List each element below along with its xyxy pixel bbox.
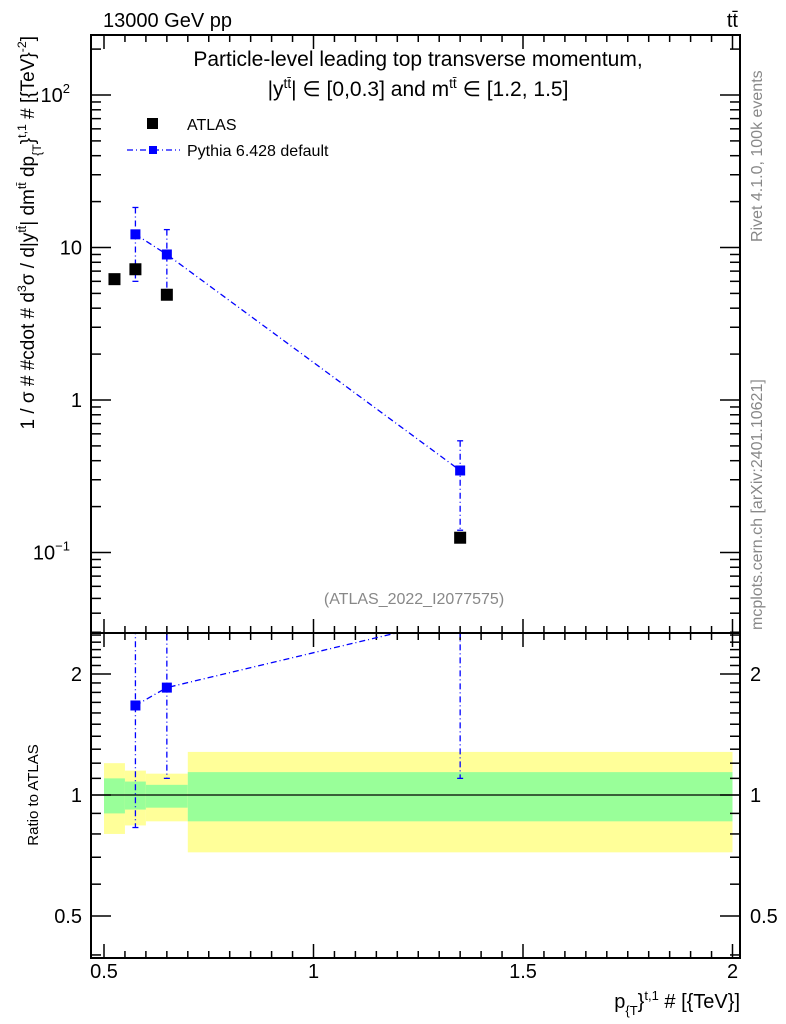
y-tick-label: 10 (60, 238, 82, 260)
pythia-point (130, 229, 141, 240)
y-tick-label: 10−1 (33, 539, 70, 565)
label-sup: t,1 (644, 988, 658, 1003)
pythia-line (135, 233, 461, 472)
x-axis-label: p{T​}t,1​ # [{TeV}] (614, 988, 740, 1018)
label-part: # [{TeV}] (659, 991, 740, 1013)
y-axis-label: 1 / σ # #cdot # d3​σ / d|ytt̄​| dmtt̄​ d… (15, 36, 44, 430)
y-tick-label: 102 (41, 81, 70, 107)
watermark: (ATLAS_2022_I2077575) (324, 591, 504, 608)
label-part: } (638, 991, 645, 1013)
label-sup: tt̄ (284, 76, 292, 91)
legend-pythia-label: Pythia 6.428 default (187, 143, 329, 160)
atlas-point (454, 531, 467, 544)
ratio-y-tick-label: 2 (71, 664, 82, 686)
ratio-y-axis-label: Ratio to ATLAS (25, 744, 42, 845)
ratio-y-tick-label: 1 (71, 785, 82, 807)
label-part: } (18, 138, 39, 144)
main-panel-data (108, 206, 467, 544)
label-sub: {T (625, 1003, 637, 1018)
label-part: 1 / σ # #cdot # d (18, 292, 39, 429)
rivet-label: Rivet 4.1.0, 100k events (749, 70, 766, 242)
plot-title-line-2: |ytt̄​| ∈ [0,0.3] and mtt̄​ ∈ [1.2, 1.5] (268, 76, 569, 101)
label-part: σ / d|y (18, 232, 39, 285)
label-part: |y (268, 78, 284, 101)
pythia-ratio-line (135, 633, 400, 707)
pythia-ratio-point (161, 682, 172, 693)
label-sup: tt̄ (449, 76, 457, 91)
label-part: | ∈ [0,0.3] and m (291, 78, 449, 101)
band-inner (187, 772, 733, 822)
legend-atlas-label: ATLAS (187, 117, 237, 134)
band-inner (104, 778, 125, 814)
y-tick-exponent: 2 (63, 81, 70, 96)
legend-atlas-marker (147, 118, 158, 129)
ratio-frame (90, 632, 741, 959)
pythia-ratio-point (455, 613, 465, 623)
ratio-y-tick-label: 0.5 (54, 906, 82, 928)
header-left: 13000 GeV pp (103, 10, 232, 32)
pythia-point (455, 465, 466, 476)
mcplots-label: mcplots.cern.ch [arXiv:2401.10621] (749, 379, 766, 630)
x-tick-label: 2 (727, 961, 738, 983)
label-part: | dm (18, 189, 39, 226)
label-part: ∈ [1.2, 1.5] (457, 78, 569, 101)
atlas-point (129, 263, 142, 276)
atlas-point (160, 288, 173, 301)
x-tick-label: 0.5 (90, 961, 118, 983)
tick-labels: 102 10 1 10−1 2 2 1 1 0.5 0.5 0.5 1 1.5 2 (33, 81, 778, 983)
label-sub: {T (30, 144, 44, 156)
atlas-point (108, 273, 121, 286)
ratio-y-tick-label-right: 1 (750, 785, 761, 807)
header-right: tt̄ (727, 10, 739, 32)
label-sup: -2 (15, 41, 29, 52)
label-part: dp (18, 156, 39, 182)
label-sup: tt̄ (15, 225, 29, 232)
label-sup: 3 (15, 285, 29, 292)
label-sup: t,1 (15, 124, 29, 138)
x-tick-label: 1 (308, 961, 319, 983)
label-sup: tt̄ (15, 182, 29, 189)
band-inner (145, 784, 188, 808)
label-part: Particle-level leading top transverse mo… (193, 48, 642, 71)
pythia-point (161, 249, 172, 260)
ratio-bands (104, 751, 733, 853)
legend: ATLAS Pythia 6.428 default (127, 117, 329, 160)
ratio-panel-data (130, 613, 465, 829)
legend-pythia-marker (149, 146, 157, 154)
pythia-ratio-point (130, 700, 141, 711)
label-part: # [{TeV} (18, 52, 39, 124)
label-part: p (614, 991, 625, 1013)
y-tick-exponent: −1 (55, 539, 70, 554)
ratio-y-tick-label-right: 0.5 (750, 906, 778, 928)
x-tick-label: 1.5 (509, 961, 537, 983)
plot-title-line-1: Particle-level leading top transverse mo… (193, 48, 642, 71)
y-tick-label: 1 (71, 390, 82, 412)
ratio-y-tick-label-right: 2 (750, 664, 761, 686)
label-part: ] (18, 36, 39, 41)
